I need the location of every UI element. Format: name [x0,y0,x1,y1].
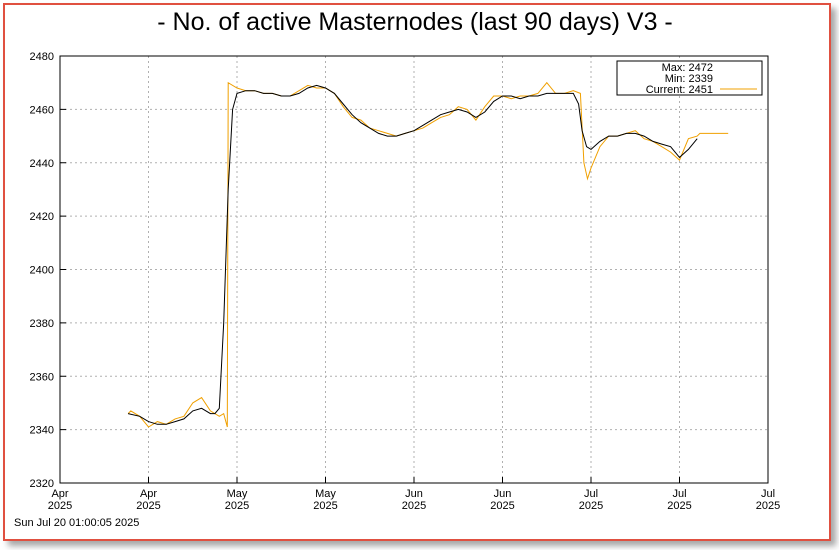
legend-label: Current: 2451 [646,84,713,96]
y-tick-label: 2480 [30,51,54,63]
x-tick-label: Jul 2025 [667,488,691,512]
y-tick-label: 2340 [30,425,54,437]
series-line [127,84,698,425]
x-tick-label: Jun 2025 [490,488,514,512]
y-tick-label: 2400 [30,265,54,277]
y-tick-label: 2460 [30,104,54,116]
x-tick-label: May 2025 [313,488,337,512]
y-tick-label: 2360 [30,371,54,383]
chart-title: - No. of active Masternodes (last 90 day… [157,8,673,36]
plot-border [59,55,769,484]
y-tick-label: 2380 [30,318,54,330]
legend-stat: Max: 2472 [662,62,713,74]
legend-stat: Min: 2339 [665,73,713,85]
y-tick-label: 2420 [30,211,54,223]
y-tick-label: 2440 [30,158,54,170]
y-tick-label: 2320 [30,478,54,490]
timestamp: Sun Jul 20 01:00:05 2025 [14,517,139,529]
x-tick-label: Apr 2025 [136,488,160,512]
x-tick-label: Jun 2025 [402,488,426,512]
x-tick-label: May 2025 [225,488,249,512]
x-tick-label: Jul 2025 [579,488,603,512]
x-tick-label: Jul 2025 [756,488,780,512]
x-tick-label: Apr 2025 [48,488,72,512]
